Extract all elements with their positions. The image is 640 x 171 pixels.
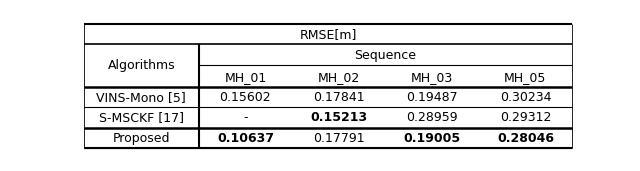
Text: 0.28046: 0.28046 bbox=[497, 131, 554, 144]
Text: VINS-Mono [5]: VINS-Mono [5] bbox=[97, 91, 186, 104]
Text: Algorithms: Algorithms bbox=[108, 59, 175, 72]
Text: 0.28959: 0.28959 bbox=[406, 111, 458, 124]
Text: 0.17841: 0.17841 bbox=[313, 91, 365, 104]
Text: S-MSCKF [17]: S-MSCKF [17] bbox=[99, 111, 184, 124]
Text: 0.30234: 0.30234 bbox=[500, 91, 551, 104]
Text: 0.15213: 0.15213 bbox=[310, 111, 367, 124]
Text: MH_03: MH_03 bbox=[411, 71, 453, 84]
Text: 0.19487: 0.19487 bbox=[406, 91, 458, 104]
Text: Proposed: Proposed bbox=[113, 131, 170, 144]
Text: MH_02: MH_02 bbox=[317, 71, 360, 84]
Text: RMSE[m]: RMSE[m] bbox=[300, 28, 356, 41]
Text: -: - bbox=[243, 111, 248, 124]
Text: 0.17791: 0.17791 bbox=[313, 131, 365, 144]
Text: 0.10637: 0.10637 bbox=[217, 131, 274, 144]
Text: MH_05: MH_05 bbox=[504, 71, 547, 84]
Text: 0.15602: 0.15602 bbox=[220, 91, 271, 104]
Text: 0.19005: 0.19005 bbox=[403, 131, 461, 144]
Text: MH_01: MH_01 bbox=[224, 71, 266, 84]
Text: 0.29312: 0.29312 bbox=[500, 111, 551, 124]
Text: Sequence: Sequence bbox=[355, 49, 417, 62]
